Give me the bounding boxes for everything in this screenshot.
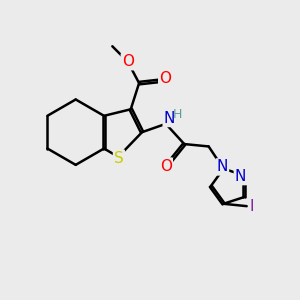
Text: O: O — [122, 54, 134, 69]
Text: S: S — [114, 151, 124, 166]
Text: N: N — [235, 169, 246, 184]
Text: O: O — [160, 158, 172, 173]
Text: N: N — [164, 111, 175, 126]
Text: O: O — [159, 71, 171, 86]
Text: I: I — [250, 199, 254, 214]
Text: H: H — [172, 108, 182, 121]
Text: N: N — [217, 159, 228, 174]
